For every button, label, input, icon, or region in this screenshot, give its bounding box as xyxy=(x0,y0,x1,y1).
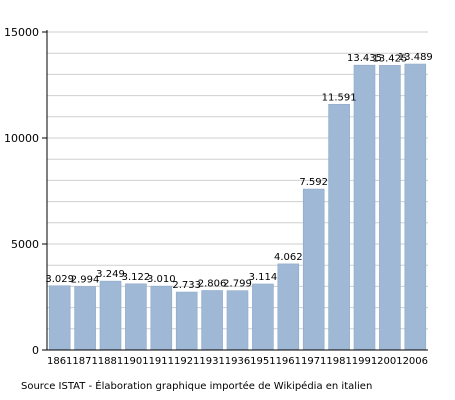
bar xyxy=(99,280,122,351)
source-note: Source ISTAT - Élaboration graphique imp… xyxy=(21,381,373,392)
bar xyxy=(302,188,325,351)
bar xyxy=(353,64,376,351)
y-tick-label: 15000 xyxy=(4,26,39,39)
x-tick-label: 1961 xyxy=(276,356,301,367)
x-tick-labels: 1861 1871 1881 1901 1911 1921 1931 1936 1951 1961… xyxy=(47,356,428,367)
bar xyxy=(175,291,198,351)
bar xyxy=(328,103,350,351)
x-tick-label: 2006 xyxy=(403,356,428,367)
x-tick-label: 1981 xyxy=(326,356,351,367)
value-label: 2.994 xyxy=(71,275,100,286)
x-tick-label: 1861 xyxy=(47,356,72,367)
value-label: 13.489 xyxy=(398,52,433,63)
value-labels: 3.0292.9943.2493.1223.0102.7332.8062.799… xyxy=(45,52,432,291)
bar xyxy=(201,290,223,351)
bar xyxy=(404,63,427,351)
bar xyxy=(150,285,173,351)
bar xyxy=(48,285,71,351)
value-label: 3.122 xyxy=(122,272,151,283)
x-tick-label: 1881 xyxy=(98,356,123,367)
x-tick-label: 1991 xyxy=(352,356,377,367)
y-tick-labels: 0 5000 10000 15000 xyxy=(4,26,39,357)
value-label: 2.806 xyxy=(198,279,227,290)
x-tick-label: 1921 xyxy=(174,356,199,367)
x-tick-label: 2001 xyxy=(377,356,402,367)
value-label: 3.029 xyxy=(45,274,74,285)
bar xyxy=(277,263,300,351)
bar xyxy=(125,283,147,351)
bar xyxy=(252,283,274,351)
value-label: 11.591 xyxy=(322,92,357,103)
y-tick-label: 0 xyxy=(32,344,39,357)
value-label: 4.062 xyxy=(274,252,303,263)
bars xyxy=(48,63,427,351)
bar xyxy=(379,65,401,351)
value-label: 13.425 xyxy=(372,53,407,64)
value-label: 3.114 xyxy=(249,272,278,283)
value-label: 2.799 xyxy=(223,279,252,290)
x-tick-label: 1911 xyxy=(149,356,174,367)
value-label: 3.010 xyxy=(147,274,176,285)
value-label: 7.592 xyxy=(299,177,328,188)
y-tick-label: 5000 xyxy=(11,238,39,251)
x-tick-label: 1931 xyxy=(199,356,224,367)
bar xyxy=(226,290,249,351)
x-tick-label: 1971 xyxy=(301,356,326,367)
value-label: 3.249 xyxy=(96,269,125,280)
x-tick-label: 1951 xyxy=(250,356,275,367)
value-label: 2.733 xyxy=(172,280,201,291)
x-tick-label: 1871 xyxy=(72,356,97,367)
axes xyxy=(42,30,428,351)
y-tick-label: 10000 xyxy=(4,132,39,145)
bar xyxy=(74,286,96,351)
x-tick-label: 1901 xyxy=(123,356,148,367)
x-tick-label: 1936 xyxy=(225,356,250,367)
value-label: 13.435 xyxy=(347,53,382,64)
